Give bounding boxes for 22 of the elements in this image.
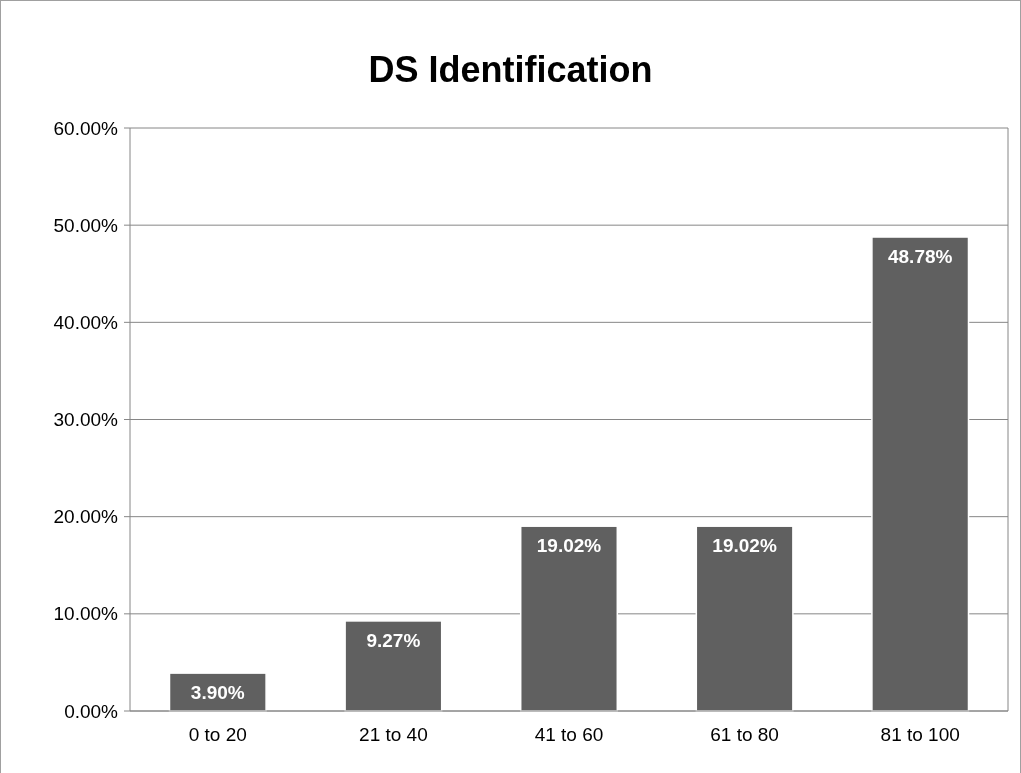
data-label: 48.78% [887, 246, 953, 268]
y-tick-label: 50.00% [53, 214, 119, 236]
data-label: 3.90% [190, 682, 245, 704]
bar [519, 525, 619, 712]
y-tick-label: 20.00% [53, 506, 119, 528]
y-tick-label: 30.00% [53, 409, 119, 431]
data-label: 19.02% [712, 535, 777, 557]
bar [695, 525, 794, 712]
x-tick-label: 0 to 20 [188, 724, 247, 745]
x-tick-label: 41 to 60 [534, 724, 604, 745]
x-tick-label: 81 to 100 [880, 724, 960, 745]
x-tick-label: 21 to 40 [359, 724, 428, 745]
bar [871, 236, 970, 712]
y-tick-label: 60.00% [53, 117, 119, 139]
data-label: 19.02% [536, 535, 602, 557]
x-tick-label: 61 to 80 [710, 724, 779, 745]
chart-title: DS Identification [368, 49, 653, 90]
bar [344, 620, 443, 712]
data-label: 9.27% [366, 629, 421, 651]
y-tick-label: 0.00% [64, 700, 119, 722]
y-tick-label: 40.00% [53, 311, 119, 333]
y-tick-label: 10.00% [53, 603, 119, 625]
